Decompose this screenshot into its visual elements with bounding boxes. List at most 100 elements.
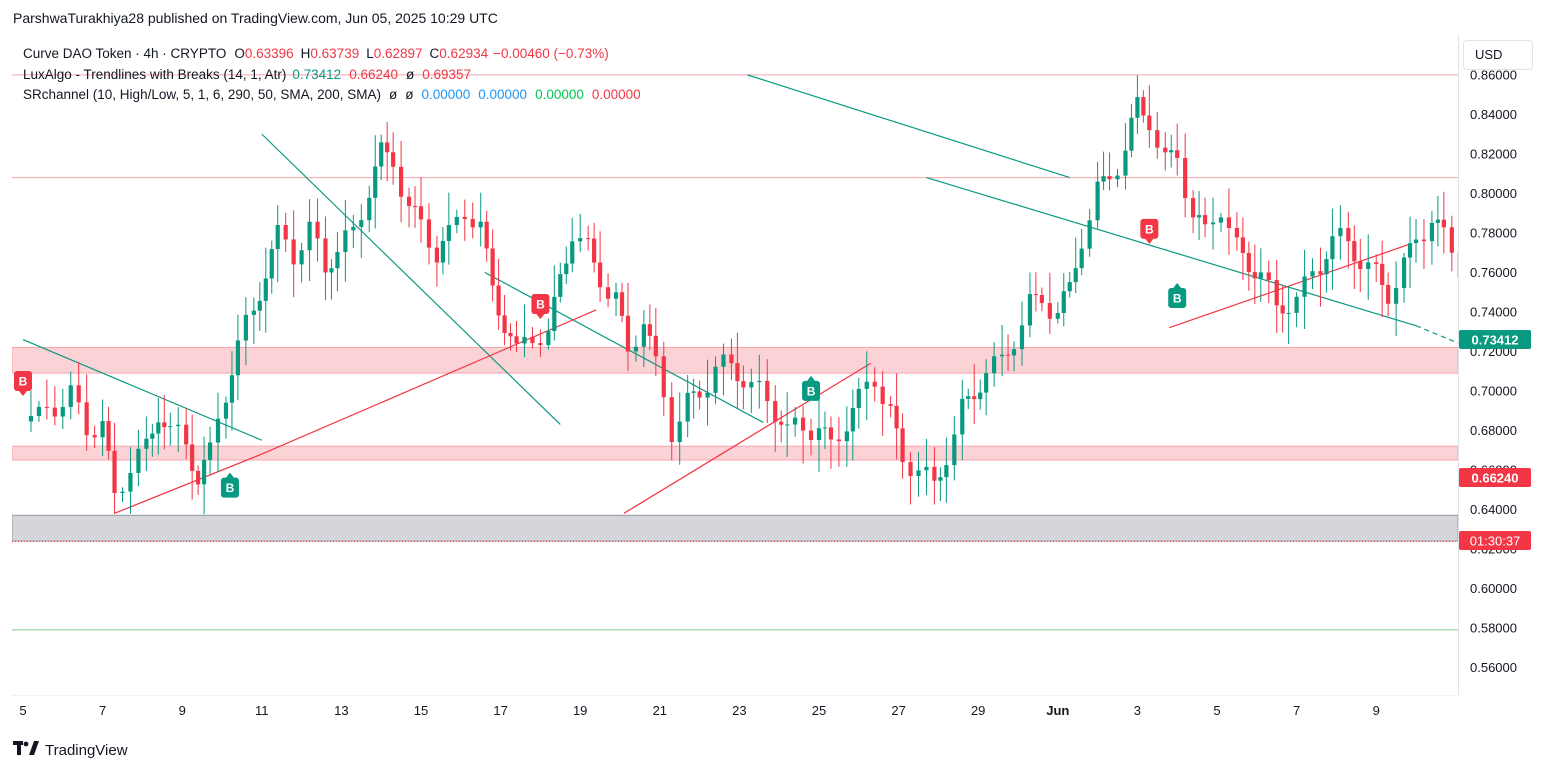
price-tick-9: 0.68000 [1470,423,1517,438]
candle-body [1394,288,1399,304]
candle-body [68,385,73,408]
time-tick-3: 11 [255,703,269,718]
candle-body [150,433,155,439]
candle-body [406,196,412,207]
price-tick-3: 0.80000 [1470,186,1517,201]
candle-body [76,385,81,403]
time-tick-17: 9 [1373,703,1380,718]
candle-body [1366,262,1371,269]
candle-body [1141,97,1146,116]
candle-body [1163,147,1168,153]
luxalgo-indicator-name[interactable]: LuxAlgo - Trendlines with Breaks (14, 1,… [23,66,287,82]
srchannel-na-symbol-2: ø [405,87,414,102]
candle-body [275,225,280,250]
candle-body [1079,248,1084,269]
tag-lower-trend: 0.66240 [1459,468,1531,487]
symbol-name[interactable]: Curve DAO Token · 4h · CRYPTO [23,46,227,61]
candle-body [844,431,849,442]
red-trendline-9 [623,362,872,514]
candle-body [872,381,877,387]
red-trendline-7 [114,453,263,514]
candle-body [251,310,256,315]
candle-body [1210,222,1216,225]
candle-body [757,380,762,383]
candle-body [128,472,133,492]
candle-body [367,197,372,221]
low-value: 0.62897 [373,46,423,61]
break-label-box [802,380,821,401]
price-tick-6: 0.74000 [1470,304,1517,319]
candle-body [647,324,652,336]
break-label-text: B [536,297,545,311]
candle-body [850,408,855,432]
price-tick-labels: 0.86000 0.84000 0.82000 0.80000 0.78000 0.760… [1470,67,1517,674]
candle-body [1338,227,1343,237]
luxalgo-na-symbol: ø [406,66,415,82]
srchannel-indicator-name[interactable]: SRchannel (10, High/Low, 5, 1, 6, 290, 5… [23,87,381,102]
srchannel-value-2: 0.00000 [478,87,528,102]
teal-trendline-2 [261,133,561,425]
close-label: C [429,46,440,61]
candle-body [952,434,957,466]
time-tick-13: Jun [1046,703,1069,718]
open-label: O [234,46,245,61]
candle-body [60,407,65,417]
candle-body [502,315,507,333]
break-label-text: B [19,374,28,388]
currency-button[interactable]: USD [1463,40,1533,70]
candle-body [1421,239,1427,242]
candle-body [586,238,591,240]
break-label-text: B [1173,292,1182,306]
candle-body [307,221,312,251]
candle-body [888,404,893,406]
candle-body [1386,284,1391,304]
time-tick-5: 15 [414,703,428,718]
candle-body [207,442,213,460]
candle-body [484,221,489,249]
candle-body [176,424,181,427]
chart-canvas[interactable]: BBBBBBB [12,34,1458,696]
close-value: 0.62934 [439,46,489,61]
tradingview-logo-icon [13,741,39,760]
srchannel-value-4: 0.00000 [591,87,641,102]
price-axis[interactable]: 0.86000 0.84000 0.82000 0.80000 0.78000 0.760… [1458,34,1553,696]
candle-body [190,444,195,471]
sr-zone-1 [12,346,1458,374]
candle-body [960,398,965,435]
candles [28,75,1458,515]
break-label-box [1168,288,1187,309]
candle-body [36,406,42,417]
candle-body [1055,313,1060,319]
candle-body [257,300,262,311]
sr-zone-3 [12,514,1458,542]
bearish-break-label-2: B [531,293,550,319]
time-axis[interactable]: 5 7 9 11 13 15 17 19 21 23 25 27 29 Jun 3 5 7 9 [12,696,1458,726]
candle-body [713,366,718,393]
change-value: −0.00460 (−0.73%) [493,46,609,61]
candle-body [184,424,189,445]
candle-body [1147,115,1152,131]
tradingview-brand[interactable]: TradingView [13,741,128,760]
candle-body [984,373,989,393]
time-tick-4: 13 [334,703,348,718]
break-label-pointer [225,472,234,478]
candle-body [168,426,173,428]
candle-body [112,450,117,494]
candle-body [1196,215,1202,218]
candle-body [1324,259,1329,275]
time-tick-9: 23 [732,703,746,718]
candle-body [1155,130,1160,148]
candle-body [1191,198,1196,218]
candle-body [1240,237,1245,253]
candle-body [578,238,583,242]
candle-body [351,226,356,231]
candle-body [329,268,334,273]
candle-body [263,278,268,301]
break-label-box [220,477,239,498]
candle-body [765,380,770,402]
chart-legend: Curve DAO Token · 4h · CRYPTO O0.63396 H0.… [23,44,644,106]
candle-body [816,428,822,440]
teal-trendline-1 [22,338,263,441]
candle-body [1280,305,1285,314]
candle-body [999,354,1005,357]
